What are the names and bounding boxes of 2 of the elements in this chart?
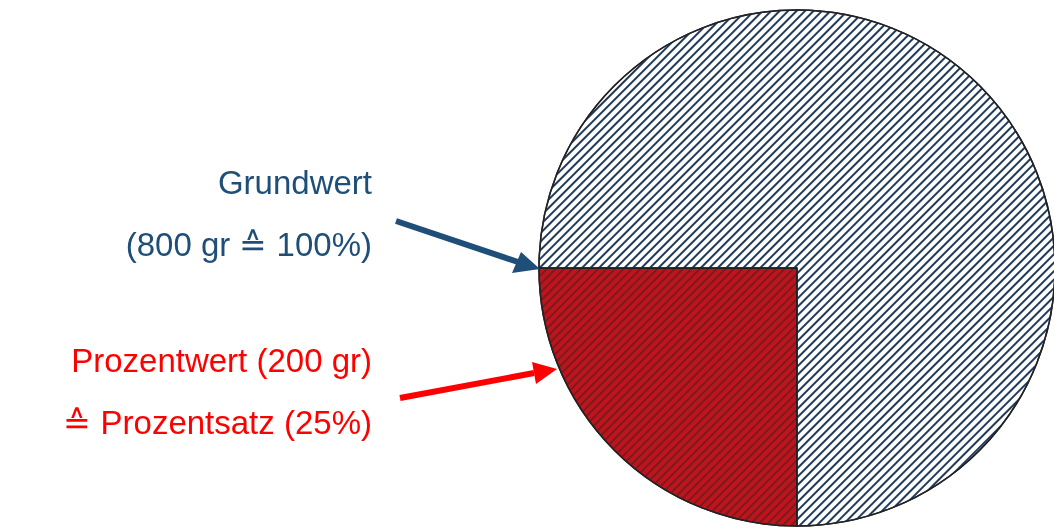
text: Prozentwert (200 gr) ≙ Prozentsatz (25%) [63, 341, 372, 443]
text: Grundwert (800 gr ≙ 100%) [125, 163, 372, 265]
